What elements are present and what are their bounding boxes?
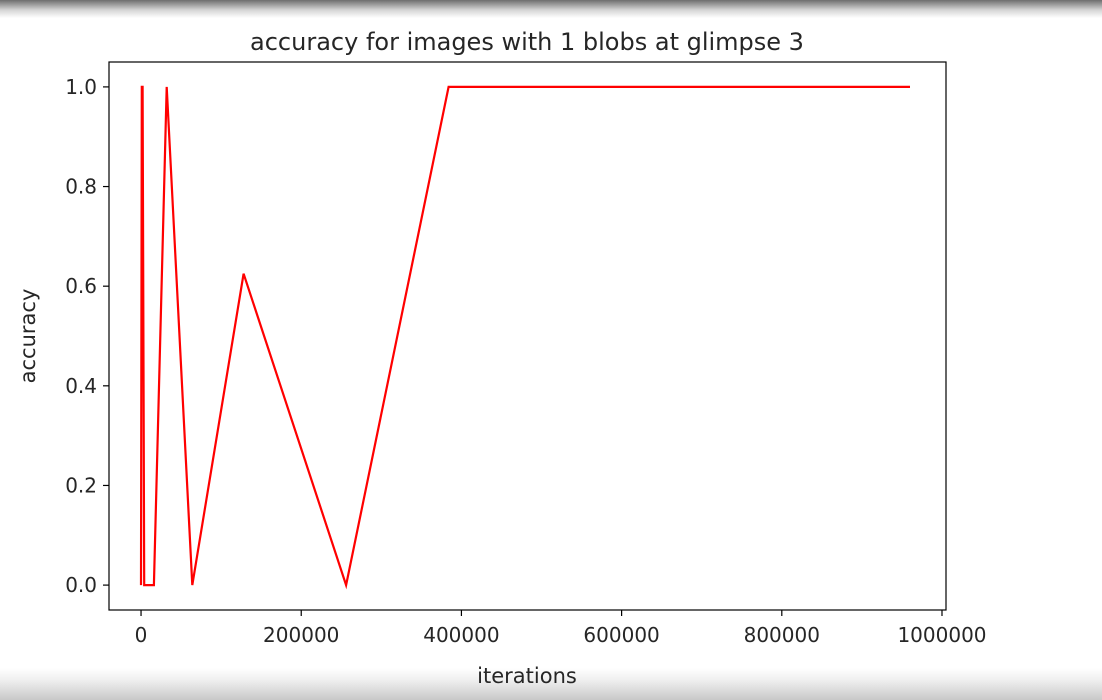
x-tick-label: 800000 xyxy=(744,623,820,647)
x-axis-label: iterations xyxy=(477,664,577,688)
x-axis: 0 200000 400000 600000 800000 1000000 xyxy=(135,610,987,647)
top-shadow xyxy=(0,0,1102,18)
x-tick-label: 400000 xyxy=(423,623,499,647)
x-tick-label: 0 xyxy=(135,623,148,647)
y-tick-label: 0.0 xyxy=(65,573,97,597)
chart-title: accuracy for images with 1 blobs at glim… xyxy=(250,28,804,56)
y-tick-label: 0.8 xyxy=(65,175,97,199)
y-axis: 0.0 0.2 0.4 0.6 0.8 1.0 xyxy=(65,75,109,597)
y-tick-label: 0.2 xyxy=(65,473,97,497)
bottom-shadow xyxy=(0,668,1102,700)
y-tick-label: 0.4 xyxy=(65,374,97,398)
accuracy-line xyxy=(139,85,910,590)
x-tick-label: 200000 xyxy=(263,623,339,647)
x-tick-label: 1000000 xyxy=(897,623,986,647)
plot-area xyxy=(139,85,910,590)
x-tick-label: 600000 xyxy=(583,623,659,647)
axes-frame xyxy=(108,61,947,611)
y-tick-label: 0.6 xyxy=(65,274,97,298)
y-tick-label: 1.0 xyxy=(65,75,97,99)
y-axis-label: accuracy xyxy=(16,289,40,384)
